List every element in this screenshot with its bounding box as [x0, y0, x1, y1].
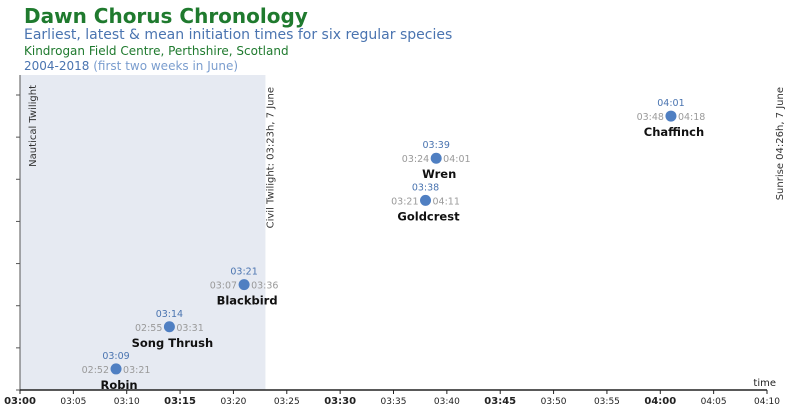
earliest-time-label: 02:55: [135, 323, 162, 334]
chart-title: Dawn Chorus Chronology: [24, 4, 308, 28]
data-point-song-thrush: [163, 321, 175, 333]
x-tick-label: 03:50: [541, 397, 567, 407]
x-tick-label: 03:30: [324, 396, 356, 407]
period-years: 2004-2018: [24, 59, 90, 73]
reference-line-label: Sunrise 04:26h, 7 June: [775, 87, 786, 200]
x-tick-label: 03:20: [220, 397, 246, 407]
x-tick-label: 03:45: [484, 396, 516, 407]
x-tick-label: 03:25: [274, 397, 300, 407]
latest-time-label: 04:18: [678, 112, 705, 123]
x-tick-label: 04:10: [754, 397, 780, 407]
data-point-blackbird: [238, 279, 250, 291]
earliest-time-label: 03:24: [402, 154, 429, 165]
species-label: Chaffinch: [644, 125, 704, 139]
nautical-twilight-label: Nautical Twilight: [28, 85, 39, 167]
x-tick-label: 03:35: [381, 397, 407, 407]
period-label: 2004-2018 (first two weeks in June): [24, 59, 238, 73]
earliest-time-label: 02:52: [82, 365, 109, 376]
data-point-wren: [430, 152, 442, 164]
x-tick-label: 03:10: [114, 397, 140, 407]
x-tick-label: 03:15: [164, 396, 196, 407]
mean-time-label: 03:14: [156, 309, 183, 320]
species-label: Goldcrest: [397, 209, 460, 223]
location-label: Kindrogan Field Centre, Perthshire, Scot…: [24, 44, 289, 58]
x-tick-label: 03:55: [594, 397, 620, 407]
species-label: Song Thrush: [132, 336, 214, 350]
species-label: Wren: [422, 167, 456, 181]
latest-time-label: 04:01: [443, 154, 470, 165]
x-tick-label: 04:05: [701, 397, 727, 407]
species-label: Blackbird: [217, 294, 278, 308]
data-point-chaffinch: [665, 110, 677, 122]
latest-time-label: 03:36: [251, 281, 278, 292]
earliest-time-label: 03:48: [637, 112, 664, 123]
x-tick-label: 03:40: [434, 397, 460, 407]
mean-time-label: 03:39: [422, 140, 449, 151]
latest-time-label: 03:31: [176, 323, 203, 334]
mean-time-label: 03:38: [412, 182, 439, 193]
mean-time-label: 03:09: [102, 351, 129, 362]
mean-time-label: 04:01: [657, 98, 684, 109]
reference-line-label: Civil Twilight: 03:23h, 7 June: [265, 87, 276, 228]
x-axis-label: time: [753, 378, 776, 389]
data-point-robin: [110, 363, 122, 375]
nautical-twilight-band: [20, 75, 266, 390]
chart-subtitle: Earliest, latest & mean initiation times…: [24, 27, 453, 43]
x-tick-label: 03:00: [4, 396, 36, 407]
latest-time-label: 04:11: [433, 196, 460, 207]
earliest-time-label: 03:07: [210, 281, 237, 292]
species-label: Robin: [100, 378, 137, 392]
data-point-goldcrest: [420, 194, 432, 206]
latest-time-label: 03:21: [123, 365, 150, 376]
x-tick-label: 03:05: [60, 397, 86, 407]
x-tick-label: 04:00: [644, 396, 676, 407]
mean-time-label: 03:21: [230, 267, 257, 278]
earliest-time-label: 03:21: [391, 196, 418, 207]
period-note: (first two weeks in June): [93, 59, 239, 73]
